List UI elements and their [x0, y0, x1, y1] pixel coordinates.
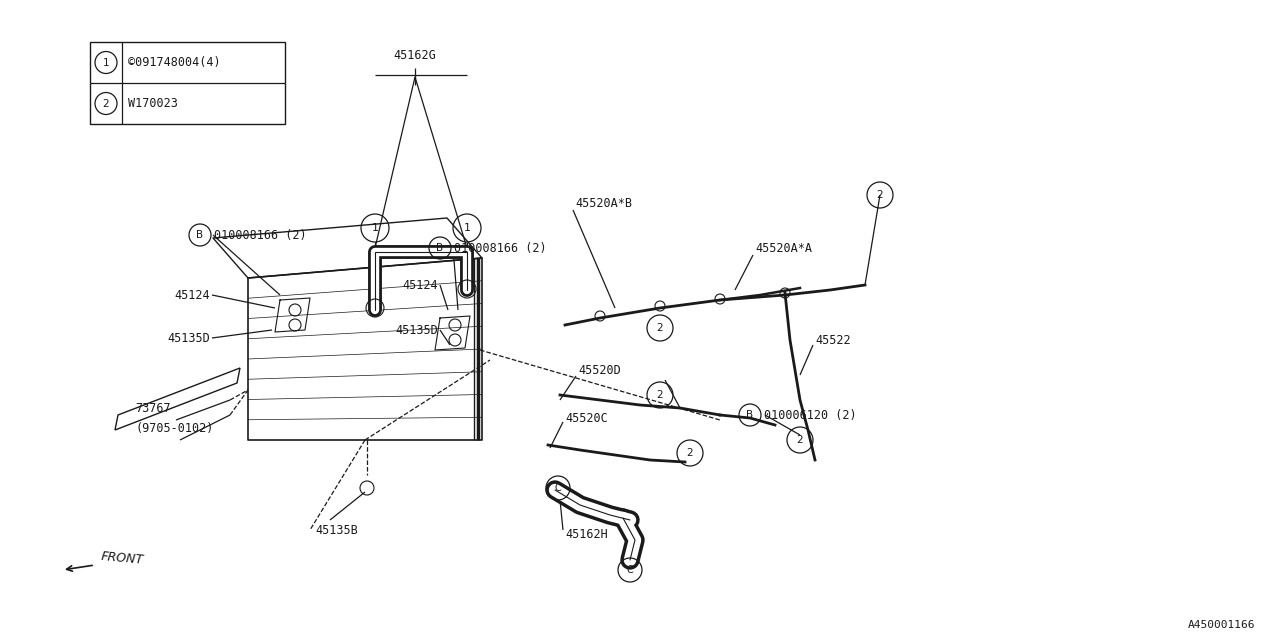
Text: 73767: 73767	[134, 401, 170, 415]
Text: A450001166: A450001166	[1188, 620, 1254, 630]
Text: 1: 1	[463, 223, 471, 233]
Text: C: C	[554, 483, 562, 493]
Text: 45135D: 45135D	[396, 323, 438, 337]
Text: 2: 2	[102, 99, 109, 109]
Text: 1: 1	[371, 223, 379, 233]
Text: 2: 2	[657, 323, 663, 333]
Text: ©091748004(4): ©091748004(4)	[128, 56, 220, 69]
Text: 010006120 (2): 010006120 (2)	[764, 408, 856, 422]
Text: C: C	[627, 565, 634, 575]
Text: 45162H: 45162H	[564, 529, 608, 541]
Text: 45520A*B: 45520A*B	[575, 196, 632, 209]
Text: 2: 2	[796, 435, 804, 445]
Text: 45162G: 45162G	[394, 49, 436, 62]
Text: 45520D: 45520D	[579, 364, 621, 376]
Text: 010008166 (2): 010008166 (2)	[454, 241, 547, 255]
Text: B: B	[746, 410, 754, 420]
Text: W170023: W170023	[128, 97, 178, 110]
Bar	[90, 42, 285, 124]
Text: (9705-0102): (9705-0102)	[134, 422, 214, 435]
Text: 45124: 45124	[174, 289, 210, 301]
Text: 45135D: 45135D	[168, 332, 210, 344]
Text: FRONT: FRONT	[100, 550, 143, 566]
Text: B: B	[196, 230, 204, 240]
Text: B: B	[436, 243, 444, 253]
Text: 45522: 45522	[815, 333, 851, 346]
Text: 45520C: 45520C	[564, 412, 608, 424]
Text: 2: 2	[877, 190, 883, 200]
Text: 2: 2	[657, 390, 663, 400]
Text: 1: 1	[102, 58, 109, 67]
Text: 45135B: 45135B	[315, 524, 357, 536]
Text: 45124: 45124	[402, 278, 438, 291]
Text: 45520A*A: 45520A*A	[755, 241, 812, 255]
Text: 010008166 (2): 010008166 (2)	[214, 228, 307, 241]
Text: 2: 2	[686, 448, 694, 458]
